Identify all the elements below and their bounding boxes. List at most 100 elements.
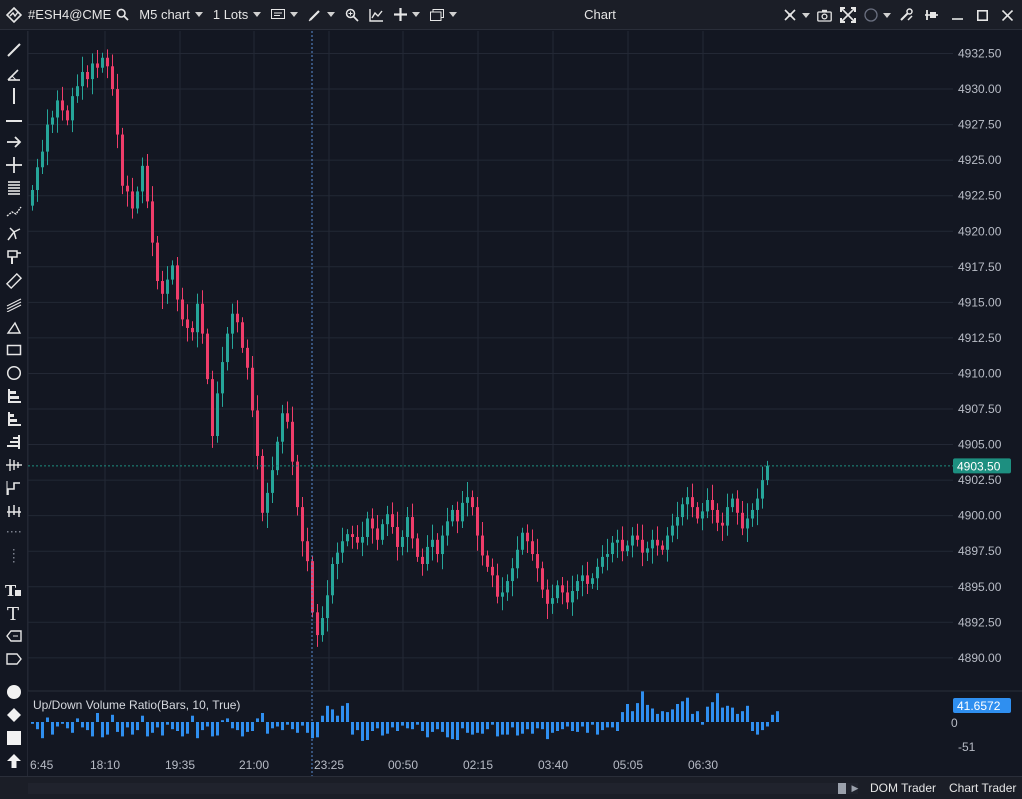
horizontal-line-icon[interactable] <box>3 110 25 130</box>
fullscreen-button[interactable] <box>836 0 860 30</box>
candle <box>136 186 139 214</box>
zoom-button[interactable] <box>340 0 364 30</box>
dom-trader-button[interactable]: DOM Trader <box>870 781 937 795</box>
up-arrow-icon[interactable] <box>3 751 25 771</box>
candle <box>131 177 134 219</box>
instrument-selector[interactable]: #ESH4@CME <box>26 0 134 30</box>
diamond-icon[interactable] <box>3 705 25 725</box>
volume-ratio-bar <box>591 722 594 725</box>
candle <box>241 317 244 353</box>
minimize-button[interactable] <box>945 0 970 30</box>
text-lock-icon[interactable]: T <box>3 580 25 600</box>
settings-button[interactable] <box>895 0 918 30</box>
windows-dropdown[interactable] <box>425 0 462 30</box>
add-object-dropdown[interactable] <box>389 0 425 30</box>
volume-ratio-bar <box>116 722 119 732</box>
step-line-icon[interactable] <box>3 478 25 498</box>
volume-ratio-bar <box>31 722 34 724</box>
triangle-icon[interactable] <box>3 317 25 337</box>
volume-ratio-bar <box>676 704 679 722</box>
volume-ratio-bar <box>421 722 424 731</box>
candle <box>521 527 524 555</box>
candle <box>161 270 164 310</box>
pitchfork-icon[interactable] <box>3 224 25 244</box>
link-dropdown[interactable] <box>780 0 813 30</box>
status-dropdown[interactable] <box>860 0 895 30</box>
scroll-right-icon[interactable]: ▶ <box>851 783 859 793</box>
volume-ratio-bar <box>171 722 174 730</box>
volume-ratio-bar <box>606 722 609 728</box>
search-icon[interactable] <box>116 8 129 21</box>
text-icon[interactable]: T <box>3 603 25 623</box>
candle <box>81 56 84 100</box>
candle <box>236 300 239 333</box>
bars-right-icon[interactable] <box>3 409 25 429</box>
grip-icon[interactable] <box>3 545 25 569</box>
crosshair-icon[interactable] <box>3 155 25 175</box>
vertical-line-icon[interactable] <box>3 86 25 106</box>
trendline-tool-icon[interactable] <box>3 64 25 84</box>
chart-style-dropdown[interactable] <box>266 0 303 30</box>
bars-both-icon[interactable] <box>3 432 25 452</box>
time-tick-label: 23:25 <box>314 758 344 772</box>
price-label-icon[interactable] <box>3 626 25 646</box>
volume-ratio-bar <box>486 722 489 730</box>
gann-icon[interactable] <box>3 247 25 267</box>
volume-ratio-bar <box>431 722 434 732</box>
volume-ratio-bar <box>686 697 689 722</box>
price-tick-label: 4925.00 <box>958 153 1002 167</box>
fibonacci-icon[interactable] <box>3 178 25 198</box>
scrollbar-thumb[interactable] <box>838 783 846 794</box>
candle <box>481 522 484 566</box>
indicators-button[interactable] <box>364 0 389 30</box>
channel-icon[interactable] <box>3 294 25 314</box>
candle <box>281 404 284 454</box>
candle <box>246 339 249 380</box>
volume-ratio-bar <box>246 722 249 732</box>
time-tick-label: 18:10 <box>90 758 120 772</box>
link-icon <box>783 8 797 22</box>
volume-ratio-bar <box>756 722 759 735</box>
square-icon[interactable] <box>3 728 25 748</box>
candle <box>91 53 94 95</box>
screenshot-button[interactable] <box>813 0 836 30</box>
candle <box>511 558 514 597</box>
timeframe-dropdown[interactable]: M5 chart <box>134 0 208 30</box>
candle <box>66 105 69 126</box>
arrow-icon[interactable] <box>3 132 25 152</box>
bottom-bar: ◀ ▶ DOM Trader Chart Trader <box>0 776 1022 799</box>
candle <box>461 491 464 529</box>
candle <box>386 505 389 536</box>
rectangle-icon[interactable] <box>3 340 25 360</box>
bars-left-icon[interactable] <box>3 386 25 406</box>
close-button[interactable] <box>995 0 1022 30</box>
svg-text:T: T <box>5 582 17 598</box>
chart-area[interactable]: 4932.50 4930.00 4927.50 4925.00 4922.50 4920.… <box>28 31 1022 776</box>
pin-button[interactable] <box>918 0 945 30</box>
polyline-icon[interactable] <box>3 201 25 221</box>
line-icon[interactable] <box>3 40 25 60</box>
volume-ratio-bar <box>356 722 359 731</box>
candle <box>381 519 384 545</box>
app-logo-icon[interactable] <box>0 0 26 30</box>
tag-icon[interactable] <box>3 649 25 669</box>
candle <box>416 533 419 562</box>
price-tick-label: 4892.50 <box>958 615 1002 629</box>
circle-icon[interactable] <box>3 682 25 702</box>
horizontal-scrollbar[interactable] <box>28 783 858 794</box>
candle <box>606 538 609 571</box>
zoom-icon <box>345 8 359 22</box>
tick-icon[interactable] <box>3 501 25 521</box>
candle <box>316 603 319 647</box>
order-line-icon[interactable] <box>3 455 25 475</box>
drawing-tools-dropdown[interactable] <box>303 0 340 30</box>
candle <box>581 565 584 597</box>
lots-label: 1 Lots <box>212 7 249 22</box>
ellipse-icon[interactable] <box>3 363 25 383</box>
lots-dropdown[interactable]: 1 Lots <box>208 0 266 30</box>
price-tick-label: 4897.50 <box>958 544 1002 558</box>
chart-trader-button[interactable]: Chart Trader <box>949 781 1017 795</box>
price-chart[interactable]: 4932.50 4930.00 4927.50 4925.00 4922.50 4920.… <box>28 31 1022 776</box>
maximize-button[interactable] <box>970 0 995 30</box>
ruler-icon[interactable] <box>3 271 25 291</box>
